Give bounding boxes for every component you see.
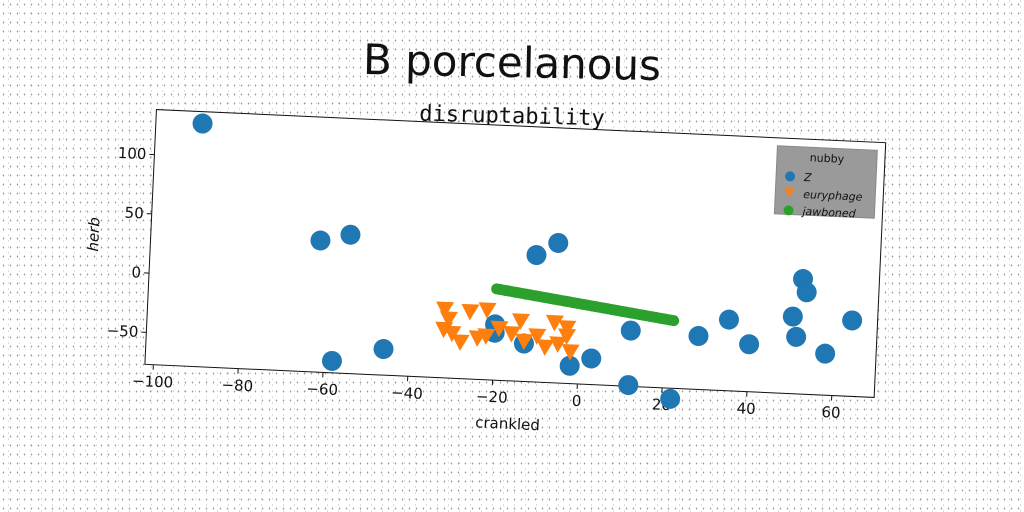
z-point [548,232,569,253]
euryphage-point [502,325,521,343]
legend-label: jawboned [800,205,857,221]
x-tick-label: 60 [821,403,841,422]
legend-marker [785,171,796,182]
z-point [796,282,817,303]
z-point [786,326,807,347]
euryphage-point [558,328,577,345]
euryphage-point [439,311,458,328]
legend-title: nubby [809,151,844,166]
euryphage-point [512,313,531,330]
z-point [739,334,760,355]
y-tick-label: −50 [106,322,138,341]
legend-label: euryphage [803,188,863,204]
euryphage-point [490,320,509,338]
z-point [620,320,641,341]
y-axis-label: herb [84,217,104,252]
x-tick-label: −40 [391,384,423,403]
jawboned-point [668,315,680,327]
euryphage-point [477,328,496,345]
euryphage-point [545,314,564,332]
z-point [192,113,213,134]
z-point [559,355,580,376]
z-point [718,309,739,330]
z-point [688,326,709,347]
z-point [782,306,803,327]
euryphage-point [528,328,547,345]
legend-marker [783,205,794,216]
z-point [373,339,394,360]
x-tick-label: −80 [221,376,253,395]
z-point [842,310,863,331]
euryphage-point [436,301,455,319]
plot-area: −100 −80 −60 −40 −20 0 20 40 60−50050100crankled… [84,109,887,434]
z-point [660,388,681,409]
x-tick-label: 40 [736,399,756,418]
x-tick-label: −60 [306,380,338,399]
euryphage-point [443,325,462,343]
euryphage-point [451,334,470,351]
x-tick-label: −100 [132,372,174,392]
y-tick-label: 50 [124,204,144,223]
euryphage-point [536,339,555,356]
y-tick-label: 100 [117,144,146,163]
x-tick-label: −20 [476,387,508,406]
x-axis-label: crankled [475,413,540,434]
z-point [340,224,361,245]
euryphage-point [549,336,568,353]
x-tick-label: 0 [571,392,581,410]
legend-box [773,145,878,219]
z-point [526,245,547,266]
z-point [618,375,639,396]
euryphage-point [461,303,480,321]
legend-marker [784,188,795,198]
plot-frame [144,109,887,398]
euryphage-point [478,302,497,319]
y-tick-label: 0 [131,263,141,281]
z-point [310,230,331,251]
euryphage-point [515,333,534,351]
euryphage-point [561,343,580,361]
z-point [815,343,836,364]
legend-label: Z [803,171,813,184]
z-point [321,350,342,371]
z-point [581,348,602,369]
euryphage-point [558,320,577,337]
euryphage-point [435,321,454,339]
